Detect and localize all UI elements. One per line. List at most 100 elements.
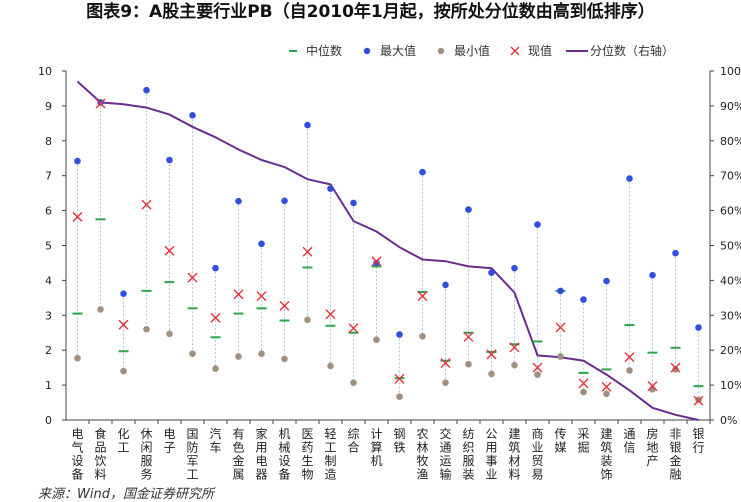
min-dot (350, 379, 357, 386)
category-label: 公用事业 (485, 427, 497, 482)
category-label: 纺织服装 (462, 427, 474, 482)
category-label-char: 化 (117, 427, 129, 441)
category-label-char: 器 (255, 468, 267, 482)
category-label-char: 电 (163, 427, 175, 441)
max-dot (442, 281, 449, 289)
current-mark (463, 331, 474, 342)
category-label-char: 综 (347, 427, 359, 441)
right-tick-label: 0% (720, 414, 737, 427)
category-label-char: 备 (278, 468, 290, 482)
category-label-char: 工 (186, 468, 198, 482)
category-label-char: 料 (94, 468, 106, 482)
category-label-char: 金 (232, 453, 244, 468)
max-dot (373, 259, 380, 267)
category-label-char: 织 (462, 441, 474, 455)
category-label-char: 气 (71, 440, 83, 455)
min-dot (235, 353, 242, 360)
category-label-char: 公 (485, 427, 497, 441)
max-dot (580, 296, 587, 303)
right-tick-label: 60% (720, 205, 741, 218)
current-mark (187, 272, 198, 283)
category-label-char: 农 (416, 427, 428, 441)
left-tick-label: 1 (45, 379, 52, 392)
min-dot (557, 353, 564, 360)
chart-title: 图表9：A股主要行业PB（自2010年1月起，按所处分位数由高到低排序） (86, 2, 655, 22)
legend-current-symbol (510, 46, 520, 56)
category-label-char: 生 (301, 454, 313, 468)
min-dot (580, 388, 587, 396)
max-dot (235, 197, 242, 205)
category-label-char: 非 (669, 427, 681, 441)
category-label-char: 物 (301, 468, 313, 482)
max-dot (212, 264, 219, 272)
category-label-char: 筑 (508, 440, 520, 455)
category-label-char: 设 (278, 454, 290, 468)
left-tick-label: 8 (45, 135, 52, 148)
category-label: 汽车 (209, 426, 221, 455)
category-label-char: 饰 (600, 468, 612, 482)
left-tick-label: 6 (45, 205, 52, 218)
max-dot (327, 185, 334, 192)
source-note: 来源：Wind，国金证券研究所 (38, 487, 214, 502)
category-label-char: 装 (462, 468, 474, 482)
current-mark (164, 245, 175, 256)
category-label-char: 设 (71, 454, 83, 468)
max-dot (120, 290, 127, 297)
min-dot (212, 365, 219, 372)
max-dot (258, 240, 265, 248)
category-label-char: 制 (324, 454, 336, 468)
right-tick-label: 70% (720, 170, 741, 183)
category-label: 通信 (623, 427, 635, 455)
category-label-char: 筑 (600, 440, 612, 455)
current-mark (578, 378, 589, 389)
category-label-char: 输 (439, 467, 451, 482)
left-tick-label: 2 (45, 344, 52, 357)
category-label-char: 服 (462, 454, 474, 468)
category-label-char: 防 (186, 440, 198, 455)
right-tick-label: 20% (720, 344, 741, 357)
legend-min-symbol (437, 47, 445, 55)
right-tick-label: 40% (720, 274, 741, 287)
category-label-char: 车 (209, 440, 221, 455)
min-dot (304, 316, 311, 324)
max-dot (511, 264, 518, 272)
category-label-char: 电 (71, 427, 83, 441)
max-dot (396, 331, 403, 338)
category-label-char: 药 (301, 441, 313, 455)
category-label-char: 医 (301, 427, 313, 441)
category-label-char: 媒 (554, 441, 566, 455)
min-dot (626, 367, 633, 374)
category-label-char: 铁 (393, 441, 405, 455)
category-label-char: 银 (669, 441, 681, 455)
current-mark (302, 246, 313, 257)
right-tick-label: 10% (720, 379, 741, 392)
max-dot (97, 99, 104, 106)
category-label: 建筑装饰 (600, 427, 612, 482)
category-label-char: 用 (255, 441, 267, 455)
min-dot (120, 367, 127, 375)
current-mark (509, 342, 520, 353)
max-dot (166, 156, 173, 164)
current-mark (279, 300, 290, 311)
min-dot (419, 332, 426, 340)
category-label-char: 房 (646, 426, 658, 441)
category-label-char: 采 (577, 427, 589, 441)
category-label-char: 算 (370, 440, 382, 455)
right-tick-label: 90% (720, 100, 741, 113)
current-mark (72, 211, 83, 222)
max-dot (672, 249, 679, 257)
category-label: 电子 (163, 427, 175, 455)
category-label: 机械设备 (278, 427, 290, 482)
category-label-char: 交 (439, 426, 451, 441)
category-label: 商业贸易 (531, 426, 543, 482)
max-dot (74, 157, 81, 165)
current-mark (440, 358, 451, 369)
max-dot (419, 168, 426, 176)
axes-group: 0123456789100%10%20%30%40%50%60%70%80%90… (38, 65, 741, 427)
category-label-char: 食 (94, 426, 106, 441)
min-dot (488, 370, 495, 378)
category-label-char: 贸 (531, 454, 543, 468)
category-label-char: 渔 (416, 468, 428, 482)
max-dot (143, 86, 150, 94)
min-dot (695, 396, 702, 404)
